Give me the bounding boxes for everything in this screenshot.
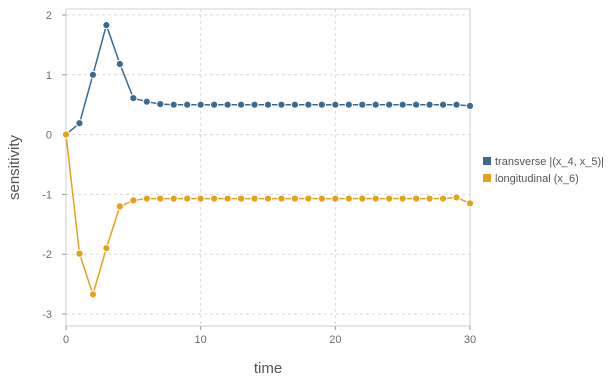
series-line: [65, 22, 471, 136]
data-point: [61, 130, 71, 139]
data-point: [358, 194, 367, 203]
data-point: [371, 100, 380, 109]
data-point: [452, 100, 461, 109]
series-longitudinal: [61, 130, 475, 299]
data-point: [250, 100, 259, 109]
data-point: [210, 100, 219, 109]
plot-frame: [65, 8, 471, 327]
data-point: [425, 194, 434, 203]
data-point: [210, 194, 219, 203]
legend-item: transverse |(x_4, x_5)|: [483, 156, 604, 168]
y-tick-label: -1: [42, 189, 52, 201]
data-point: [156, 194, 165, 203]
data-point: [412, 100, 421, 109]
data-point: [263, 100, 273, 109]
data-point: [102, 244, 111, 253]
data-point: [223, 100, 232, 109]
data-point: [358, 100, 367, 109]
data-point: [290, 100, 300, 109]
data-point: [331, 100, 340, 109]
data-point: [115, 59, 124, 69]
legend-label: transverse |(x_4, x_5)|: [495, 156, 604, 168]
y-tick-label: -3: [42, 309, 52, 321]
data-point: [75, 249, 84, 258]
data-point: [344, 100, 353, 109]
data-point: [196, 100, 205, 109]
y-tick-label: 0: [46, 130, 52, 142]
legend-swatch: [483, 157, 491, 165]
series-line: [65, 134, 471, 297]
data-point: [115, 202, 124, 211]
series-transverse: [61, 21, 475, 139]
x-tick-label: 0: [63, 334, 69, 346]
data-point: [183, 194, 192, 203]
data-point: [263, 194, 273, 203]
data-point: [88, 290, 98, 299]
data-point: [277, 194, 286, 203]
y-tick-label: 2: [46, 10, 52, 22]
data-point: [317, 194, 326, 203]
x-tick-label: 20: [329, 334, 341, 346]
data-point: [371, 194, 380, 203]
data-point: [304, 100, 313, 109]
legend-swatch: [483, 174, 491, 182]
data-point: [438, 100, 448, 109]
data-point: [331, 194, 340, 203]
data-point: [129, 94, 138, 103]
data-point: [398, 100, 407, 109]
data-point: [385, 100, 394, 109]
y-tick-label: -2: [42, 249, 52, 261]
series-lines: [61, 21, 475, 299]
data-point: [277, 100, 286, 109]
data-point: [304, 194, 313, 203]
data-point: [75, 119, 84, 128]
data-point: [425, 100, 434, 109]
data-point: [169, 194, 178, 203]
x-tick-label: 30: [464, 334, 476, 346]
x-axis-title: time: [254, 360, 282, 377]
data-point: [412, 194, 421, 203]
legend-label: longitudinal (x_6): [495, 173, 579, 185]
x-tick-label: 10: [195, 334, 207, 346]
data-point: [236, 100, 246, 109]
legend: transverse |(x_4, x_5)| longitudinal (x_6…: [483, 156, 604, 185]
grid: [65, 9, 471, 326]
data-point: [465, 101, 475, 110]
data-point: [156, 100, 165, 109]
data-point: [465, 199, 475, 208]
legend-item: longitudinal (x_6): [483, 173, 579, 185]
data-point: [102, 21, 111, 30]
data-point: [223, 194, 232, 203]
data-point: [169, 100, 178, 109]
data-point: [344, 194, 353, 203]
data-point: [398, 194, 407, 203]
data-point: [183, 100, 192, 109]
y-tick-label: 1: [46, 70, 52, 82]
data-point: [129, 196, 138, 205]
y-axis-title: sensitivity: [6, 134, 23, 200]
data-point: [385, 194, 394, 203]
data-point: [317, 100, 326, 109]
data-point: [290, 194, 300, 203]
data-point: [142, 194, 151, 203]
data-point: [438, 194, 448, 203]
data-point: [142, 97, 151, 106]
data-point: [250, 194, 259, 203]
data-point: [88, 70, 98, 79]
data-point: [236, 194, 246, 203]
axis-ticks: 0 10 20 30 -3 -2 -1 0 1 2: [42, 10, 476, 346]
data-point: [452, 193, 461, 202]
data-point: [196, 194, 205, 203]
